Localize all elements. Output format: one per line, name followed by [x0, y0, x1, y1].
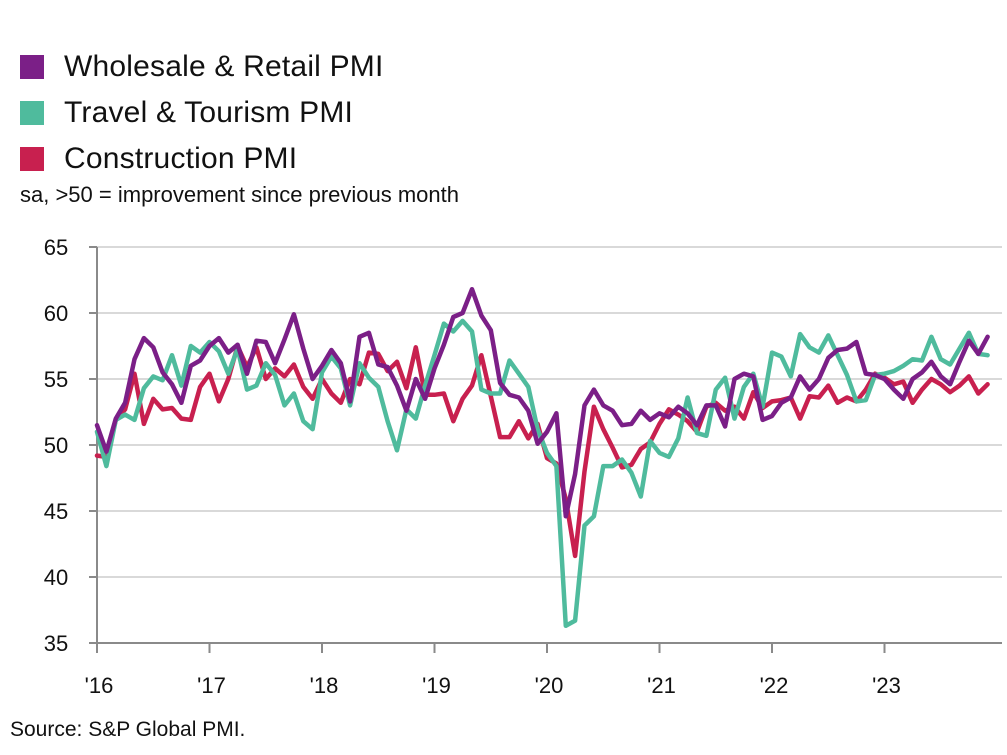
- y-tick-label-45: 45: [44, 499, 68, 524]
- legend-item-wholesale-retail: Wholesale & Retail PMI: [20, 44, 384, 90]
- series-line-wholesale-retail-pmi: [94, 286, 990, 519]
- legend-label-construction: Construction PMI: [64, 142, 298, 175]
- y-tick-label-35: 35: [44, 631, 68, 656]
- x-tick-label-2023: '23: [872, 673, 901, 698]
- x-tick-label-2019: '19: [422, 673, 451, 698]
- series-line-construction-pmi: [94, 343, 990, 559]
- chart-subtitle: sa, >50 = improvement since previous mon…: [20, 182, 460, 207]
- legend-item-construction: Construction PMI: [20, 136, 384, 182]
- y-tick-label-50: 50: [44, 433, 68, 458]
- x-tick-label-2016: '16: [85, 673, 114, 698]
- series-line-travel-tourism-pmi: [94, 318, 990, 629]
- x-tick-label-2020: '20: [535, 673, 564, 698]
- chart-source: Source: S&P Global PMI.: [10, 718, 246, 741]
- chart-legend: Wholesale & Retail PMI Travel & Tourism …: [20, 44, 384, 182]
- x-axis: '16 '17 '18 '19 '20 '21 '22 '23: [85, 247, 1002, 698]
- legend-label-wholesale-retail: Wholesale & Retail PMI: [64, 50, 384, 83]
- y-tick-label-60: 60: [44, 301, 68, 326]
- x-tick-label-2017: '17: [197, 673, 226, 698]
- legend-swatch-travel-tourism: [20, 101, 44, 125]
- y-tick-label-40: 40: [44, 565, 68, 590]
- x-tick-label-2021: '21: [647, 673, 676, 698]
- y-axis-ticks: 65 60 55 50 45 40 35: [44, 235, 97, 656]
- y-tick-label-65: 65: [44, 235, 68, 260]
- legend-swatch-wholesale-retail: [20, 55, 44, 79]
- legend-item-travel-tourism: Travel & Tourism PMI: [20, 90, 384, 136]
- x-tick-label-2018: '18: [310, 673, 339, 698]
- x-tick-label-2022: '22: [760, 673, 789, 698]
- y-tick-label-55: 55: [44, 367, 68, 392]
- gridlines: [89, 246, 1002, 578]
- series-lines: [94, 286, 990, 629]
- legend-swatch-construction: [20, 147, 44, 171]
- legend-label-travel-tourism: Travel & Tourism PMI: [64, 96, 354, 129]
